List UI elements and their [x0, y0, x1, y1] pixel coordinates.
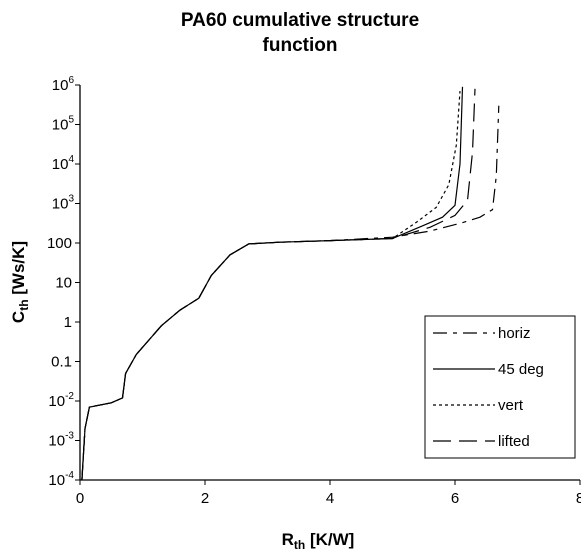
- y-tick-label: 10-3: [48, 431, 74, 450]
- series-line-1: [81, 86, 464, 481]
- y-tick-label: 100: [47, 235, 72, 252]
- y-tick-label: 103: [52, 194, 75, 213]
- x-tick-label: 4: [326, 490, 334, 507]
- x-tick-label: 8: [576, 490, 581, 507]
- legend-label-2: vert: [498, 397, 524, 414]
- y-tick-label: 105: [52, 115, 75, 134]
- series-line-2: [81, 91, 461, 481]
- y-tick-label: 106: [52, 75, 75, 94]
- x-tick-label: 0: [76, 490, 84, 507]
- x-axis-label: Rth [K/W]: [282, 530, 355, 552]
- legend-label-0: horiz: [498, 325, 531, 342]
- x-tick-label: 6: [451, 490, 459, 507]
- legend: horiz 45 deg vert lifted: [424, 315, 576, 459]
- chart-title-line-1: PA60 cumulative structure: [181, 10, 419, 31]
- legend-box: [424, 315, 576, 459]
- legend-label-3: lifted: [498, 433, 530, 450]
- y-axis-label: Cth [Ws/K]: [9, 241, 31, 323]
- y-tick-label: 104: [52, 154, 75, 173]
- series-line-3: [81, 88, 476, 481]
- y-tick-label: 0.1: [51, 354, 72, 371]
- y-tick-label: 10: [55, 275, 72, 292]
- y-tick-label: 1: [64, 314, 72, 331]
- legend-label-1: 45 deg: [498, 361, 544, 378]
- series-lines: [81, 86, 500, 481]
- y-tick-label: 10-2: [48, 391, 74, 410]
- x-tick-labels: 0 2 4 6 8: [76, 480, 581, 507]
- x-tick-label: 2: [201, 490, 209, 507]
- y-tick-label: 10-4: [48, 470, 74, 489]
- y-tick-labels: 106 105 104 103 100 10 1 0.1 10-2 10-3 10-4: [47, 75, 80, 489]
- chart-title-line-2: function: [263, 35, 338, 56]
